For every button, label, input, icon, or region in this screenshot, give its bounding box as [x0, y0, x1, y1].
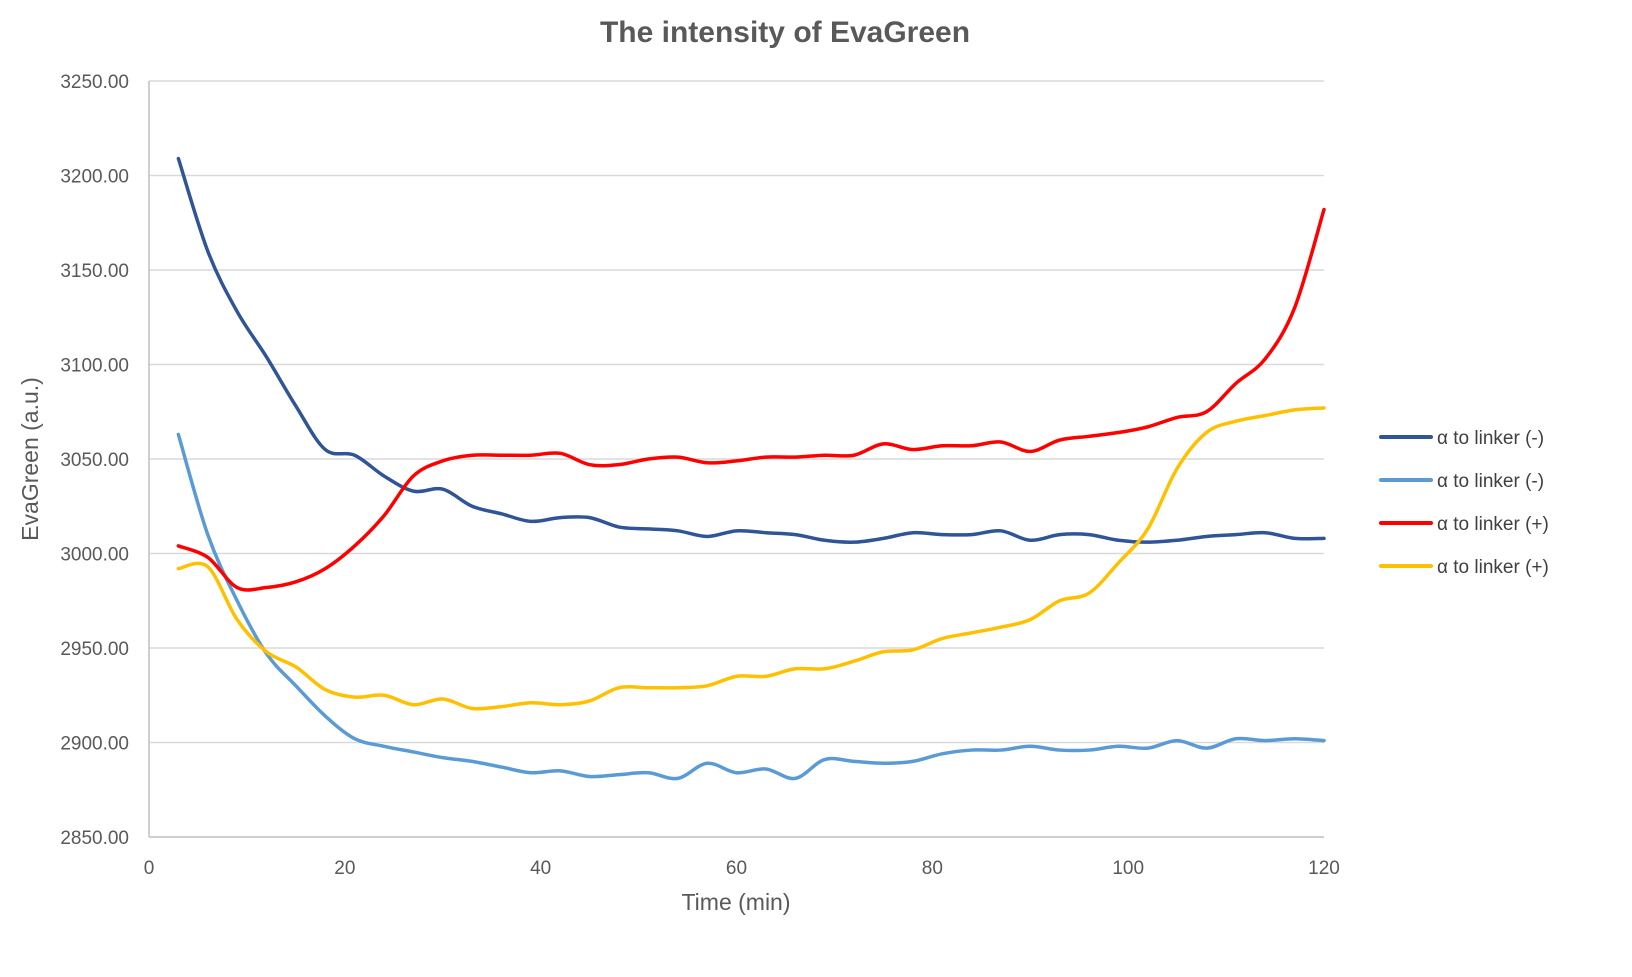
series-line-4 [176, 406, 1326, 711]
y-tick-label: 3050.00 [60, 450, 129, 471]
y-tick-label: 2950.00 [60, 639, 129, 660]
series-lines [176, 156, 1326, 781]
y-tick-label: 3150.00 [60, 261, 129, 282]
series-line-2 [176, 432, 1326, 781]
chart-title: The intensity of EvaGreen [600, 16, 970, 49]
legend-label-3: α to linker (+) [1437, 514, 1549, 535]
x-tick-label: 100 [1112, 858, 1144, 879]
gridlines [149, 80, 1324, 744]
y-axis-ticks: 2850.00 2900.00 2950.00 3000.00 3050.00 3100.… [60, 72, 129, 849]
series-line-1 [176, 156, 1326, 544]
x-axis-label: Time (min) [681, 889, 790, 915]
legend-label-2: α to linker (-) [1437, 471, 1544, 492]
x-tick-label: 20 [334, 858, 355, 879]
y-axis-label: EvaGreen (a.u.) [17, 377, 43, 541]
x-tick-label: 80 [922, 858, 943, 879]
y-tick-label: 3250.00 [60, 72, 129, 93]
y-tick-label: 2850.00 [60, 828, 129, 849]
x-tick-label: 40 [530, 858, 551, 879]
legend-label-1: α to linker (-) [1437, 428, 1544, 449]
y-tick-label: 2900.00 [60, 734, 129, 755]
legend: α to linker (-) α to linker (-) α to linke… [1379, 428, 1549, 578]
y-tick-label: 3000.00 [60, 545, 129, 566]
legend-label-4: α to linker (+) [1437, 557, 1549, 578]
x-axis-ticks: 0 20 40 60 80 100 120 [144, 858, 1340, 879]
axes [148, 81, 1324, 838]
y-tick-label: 3100.00 [60, 356, 129, 377]
x-tick-label: 60 [726, 858, 747, 879]
x-tick-label: 120 [1308, 858, 1340, 879]
y-tick-label: 3200.00 [60, 167, 129, 188]
x-tick-label: 0 [144, 858, 155, 879]
series-line-3 [176, 207, 1326, 592]
